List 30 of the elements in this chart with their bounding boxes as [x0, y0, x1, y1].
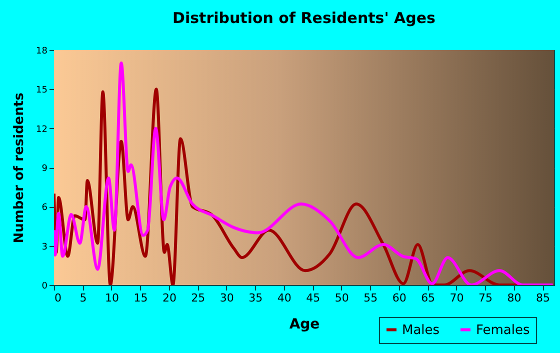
x-tick-label: 70: [450, 292, 464, 304]
x-tick-label: 25: [191, 292, 206, 304]
x-axis-title: Age: [289, 316, 320, 332]
x-tick-label: 45: [306, 292, 320, 304]
x-tick-label: 60: [392, 292, 406, 304]
x-tick-label: 40: [277, 292, 292, 304]
x-tick-label: 75: [478, 292, 493, 304]
x-tick-label: 85: [536, 292, 550, 304]
x-tick-label: 65: [421, 292, 436, 304]
x-tick-label: 50: [334, 292, 349, 304]
x-tick-label: 20: [162, 292, 176, 304]
y-axis-title: Number of residents: [12, 92, 28, 244]
chart-title: Distribution of Residents' Ages: [172, 9, 436, 27]
y-tick-label: 3: [42, 242, 48, 252]
y-tick-label: 6: [42, 203, 48, 214]
x-tick-label: 10: [104, 292, 119, 304]
y-tick-label: 9: [42, 164, 48, 174]
y-tick-label: 0: [42, 282, 48, 292]
x-tick-label: 80: [507, 292, 522, 304]
x-tick-label: 30: [220, 292, 234, 304]
x-tick-label: 55: [364, 292, 378, 304]
y-tick-label: 15: [36, 86, 48, 96]
legend-label: Males: [402, 322, 440, 338]
x-tick-label: 5: [80, 292, 87, 304]
y-tick-label: 12: [36, 124, 48, 135]
y-tick-label: 18: [36, 46, 48, 56]
x-tick-label: 35: [248, 292, 263, 304]
x-tick-label: 0: [54, 292, 62, 304]
legend-label: Females: [476, 322, 530, 338]
x-tick-label: 15: [134, 292, 148, 304]
